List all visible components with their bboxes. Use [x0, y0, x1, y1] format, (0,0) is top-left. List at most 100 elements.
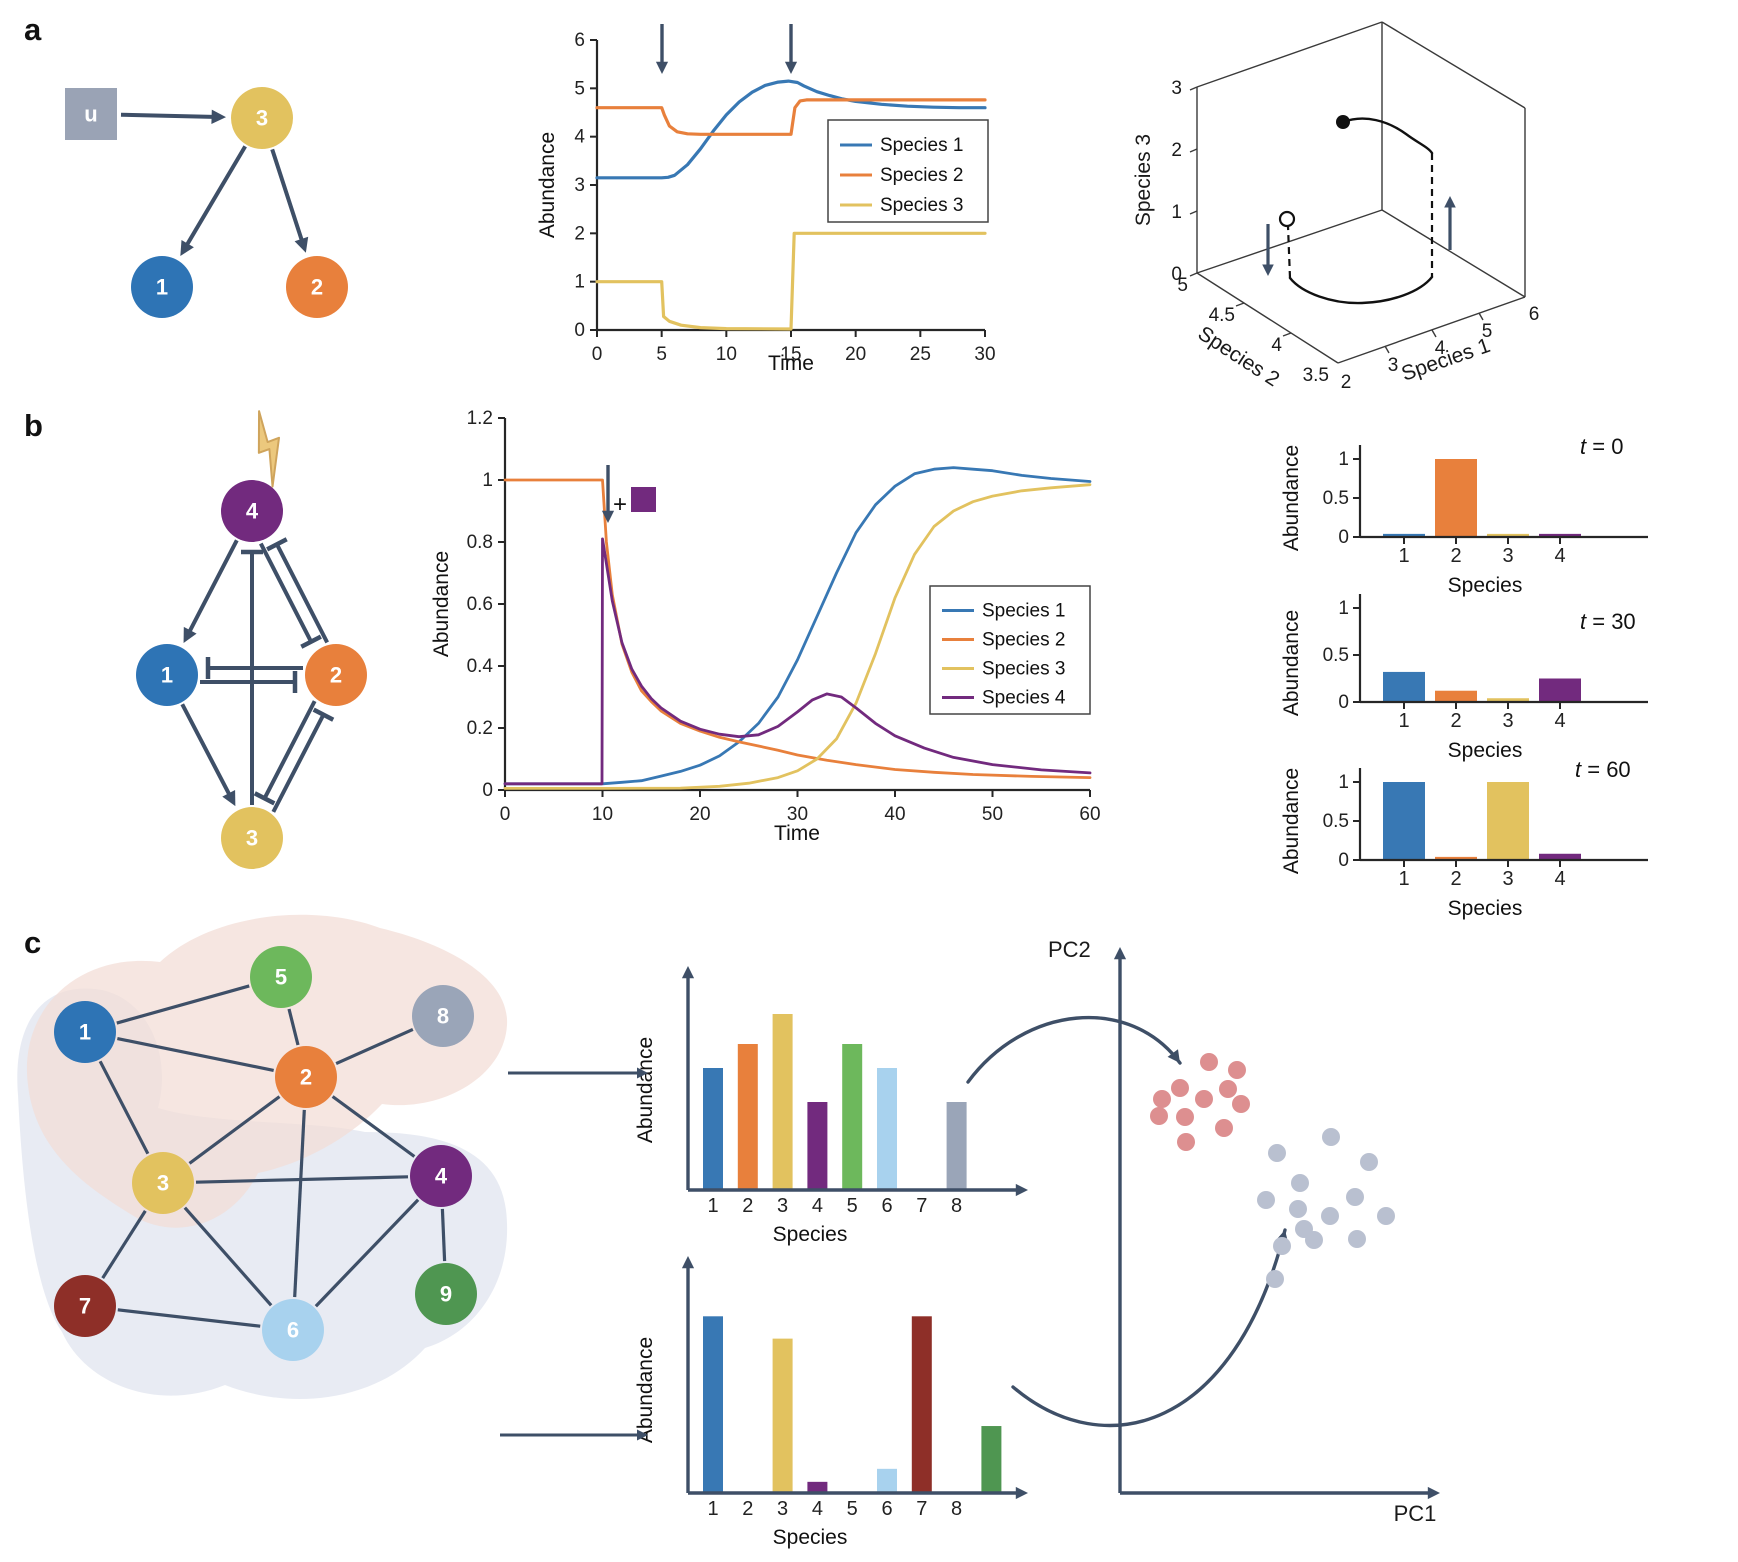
svg-text:Abundance: Abundance [536, 132, 559, 238]
panel-b-timeseries: 0 10 20 30 40 50 60 0 0.2 0.4 0.6 0.8 1 1.2 Time Abunda… [430, 408, 1101, 845]
node-3: 3 [132, 1152, 194, 1214]
node-9: 9 [415, 1263, 477, 1325]
node-4: 4 [410, 1145, 472, 1207]
snapshot-title: t = 0 [1580, 434, 1623, 459]
bar-species-4 [807, 1481, 828, 1493]
svg-text:Species 4: Species 4 [982, 688, 1066, 709]
bar-species-6 [877, 1468, 897, 1493]
svg-text:5: 5 [847, 1195, 858, 1217]
panel-a-label: a [24, 12, 42, 47]
svg-text:25: 25 [910, 344, 931, 365]
svg-text:Species 3: Species 3 [982, 659, 1065, 680]
bar-species-8 [946, 1102, 967, 1190]
svg-text:3: 3 [1502, 710, 1513, 732]
svg-text:1: 1 [79, 1020, 91, 1045]
node-3: 3 [231, 87, 293, 149]
bar-species-4 [1539, 678, 1581, 702]
svg-text:Species: Species [773, 1223, 848, 1246]
svg-text:1: 1 [707, 1195, 718, 1217]
panel-c-pca-plot: PC2 PC1 [500, 937, 1440, 1526]
svg-text:2: 2 [1450, 710, 1461, 732]
bar-species-9 [981, 1426, 1002, 1493]
bar-species-3 [1487, 782, 1529, 860]
svg-text:Species 1: Species 1 [982, 601, 1065, 622]
arrowhead-icon [180, 240, 194, 257]
arrowhead-icon [637, 1067, 648, 1079]
svg-text:0: 0 [1171, 264, 1182, 285]
svg-text:1: 1 [482, 470, 493, 491]
svg-text:PC2: PC2 [1048, 937, 1091, 962]
svg-text:10: 10 [592, 804, 613, 825]
svg-text:1: 1 [1338, 772, 1349, 793]
svg-text:1: 1 [1171, 202, 1182, 223]
svg-text:2: 2 [574, 223, 585, 244]
bar-species-2 [1435, 459, 1477, 537]
arrowhead-icon [784, 61, 798, 74]
svg-text:40: 40 [884, 804, 905, 825]
node-2: 2 [286, 256, 348, 318]
svg-text:Species 3: Species 3 [1132, 134, 1155, 226]
bar-species-3 [772, 1014, 793, 1190]
svg-text:2: 2 [1450, 545, 1461, 567]
svg-text:3.5: 3.5 [1303, 365, 1329, 386]
svg-text:0.8: 0.8 [467, 532, 493, 553]
legend: Species 1 Species 2 Species 3 [827, 119, 989, 223]
arrowhead-icon [1427, 1486, 1440, 1500]
svg-text:50: 50 [982, 804, 1003, 825]
bar-species-1 [1383, 782, 1425, 860]
svg-text:3: 3 [574, 175, 585, 196]
svg-text:30: 30 [974, 344, 995, 365]
arrowhead-icon [1015, 1486, 1028, 1500]
inhibition-tbar-icon [312, 707, 335, 722]
inhibition-tbar-icon [266, 537, 288, 552]
panel-b-label: b [24, 408, 43, 443]
svg-text:1: 1 [1338, 598, 1349, 619]
svg-text:Abundance: Abundance [1280, 610, 1303, 716]
svg-text:20: 20 [689, 804, 710, 825]
panel-a-timeseries: 0 5 10 15 20 25 30 0 1 2 3 4 5 6 Time Abundance Species … [536, 24, 996, 375]
svg-text:0: 0 [500, 804, 511, 825]
svg-text:15: 15 [780, 344, 801, 365]
svg-text:Abundance: Abundance [1280, 445, 1303, 551]
svg-text:+: + [613, 491, 627, 518]
series-species-4 [503, 537, 1092, 786]
svg-text:8: 8 [951, 1195, 962, 1217]
svg-text:20: 20 [845, 344, 866, 365]
node-2: 2 [275, 1046, 337, 1108]
arrowhead-icon [681, 966, 695, 979]
svg-text:4: 4 [1271, 335, 1282, 356]
svg-text:1: 1 [1398, 545, 1409, 567]
svg-text:3: 3 [777, 1498, 788, 1520]
series-species-1 [595, 79, 987, 180]
arrowhead-icon [601, 510, 615, 523]
svg-text:Species 1: Species 1 [880, 135, 963, 156]
svg-text:5: 5 [574, 78, 585, 99]
svg-text:6: 6 [574, 30, 585, 51]
svg-text:4.5: 4.5 [1209, 305, 1235, 326]
bar-species-1 [1383, 533, 1425, 537]
svg-text:0: 0 [592, 344, 603, 365]
svg-text:1: 1 [707, 1498, 718, 1520]
svg-text:5: 5 [1482, 321, 1493, 342]
svg-text:4: 4 [1554, 868, 1565, 890]
svg-text:1: 1 [1398, 868, 1409, 890]
arrowhead-icon [222, 790, 236, 807]
svg-text:0.5: 0.5 [1323, 488, 1349, 509]
bar-species-2 [737, 1044, 758, 1190]
svg-text:6: 6 [881, 1195, 892, 1217]
svg-text:2: 2 [742, 1498, 753, 1520]
pca-cluster-gray [1257, 1128, 1395, 1288]
svg-text:7: 7 [916, 1498, 927, 1520]
arrowhead-icon [1015, 1183, 1028, 1197]
series-species-3 [503, 483, 1092, 790]
svg-text:4: 4 [246, 499, 259, 524]
arrowhead-icon [1262, 264, 1274, 276]
svg-text:3: 3 [777, 1195, 788, 1217]
bar-species-2 [1435, 690, 1477, 702]
svg-text:5: 5 [275, 965, 287, 990]
svg-text:4: 4 [435, 1164, 448, 1189]
svg-text:1.2: 1.2 [467, 408, 493, 429]
node-8: 8 [412, 985, 474, 1047]
inhibition-tbar-icon [300, 634, 322, 649]
svg-text:0: 0 [1338, 692, 1349, 713]
